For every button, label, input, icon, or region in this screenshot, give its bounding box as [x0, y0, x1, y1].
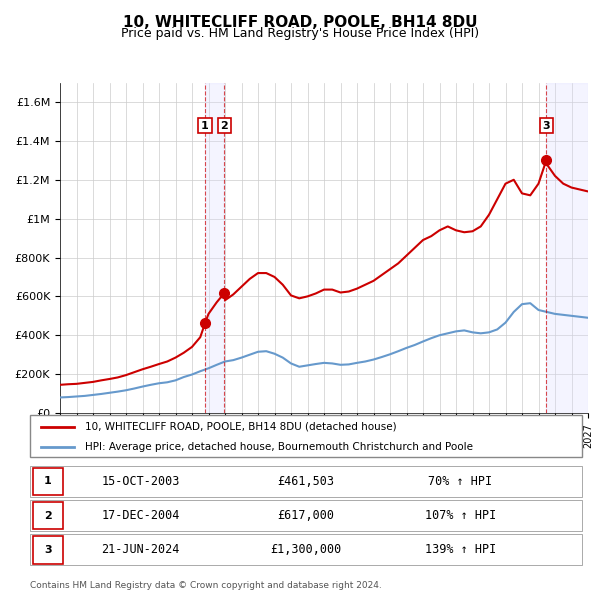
- FancyBboxPatch shape: [30, 500, 582, 531]
- Text: 3: 3: [542, 120, 550, 130]
- Text: 21-JUN-2024: 21-JUN-2024: [101, 543, 179, 556]
- Text: 10, WHITECLIFF ROAD, POOLE, BH14 8DU (detached house): 10, WHITECLIFF ROAD, POOLE, BH14 8DU (de…: [85, 422, 397, 432]
- FancyBboxPatch shape: [30, 466, 582, 497]
- Text: HPI: Average price, detached house, Bournemouth Christchurch and Poole: HPI: Average price, detached house, Bour…: [85, 442, 473, 451]
- Bar: [546, 83, 588, 413]
- FancyBboxPatch shape: [33, 468, 63, 495]
- FancyBboxPatch shape: [30, 415, 582, 457]
- Text: Contains HM Land Registry data © Crown copyright and database right 2024.: Contains HM Land Registry data © Crown c…: [30, 581, 382, 589]
- Text: 10, WHITECLIFF ROAD, POOLE, BH14 8DU: 10, WHITECLIFF ROAD, POOLE, BH14 8DU: [123, 15, 477, 30]
- Text: 2: 2: [44, 511, 52, 520]
- Text: 1: 1: [44, 477, 52, 486]
- Text: Price paid vs. HM Land Registry's House Price Index (HPI): Price paid vs. HM Land Registry's House …: [121, 27, 479, 40]
- Text: 3: 3: [44, 545, 52, 555]
- Text: 70% ↑ HPI: 70% ↑ HPI: [428, 475, 493, 488]
- Text: 1: 1: [201, 120, 209, 130]
- Bar: [205, 83, 224, 413]
- Text: 15-OCT-2003: 15-OCT-2003: [101, 475, 179, 488]
- FancyBboxPatch shape: [33, 502, 63, 529]
- Text: £617,000: £617,000: [277, 509, 335, 522]
- Text: £1,300,000: £1,300,000: [271, 543, 341, 556]
- Text: £461,503: £461,503: [277, 475, 335, 488]
- Text: 2: 2: [220, 120, 228, 130]
- Text: 107% ↑ HPI: 107% ↑ HPI: [425, 509, 496, 522]
- Text: 139% ↑ HPI: 139% ↑ HPI: [425, 543, 496, 556]
- FancyBboxPatch shape: [33, 536, 63, 563]
- Text: 17-DEC-2004: 17-DEC-2004: [101, 509, 179, 522]
- FancyBboxPatch shape: [30, 535, 582, 565]
